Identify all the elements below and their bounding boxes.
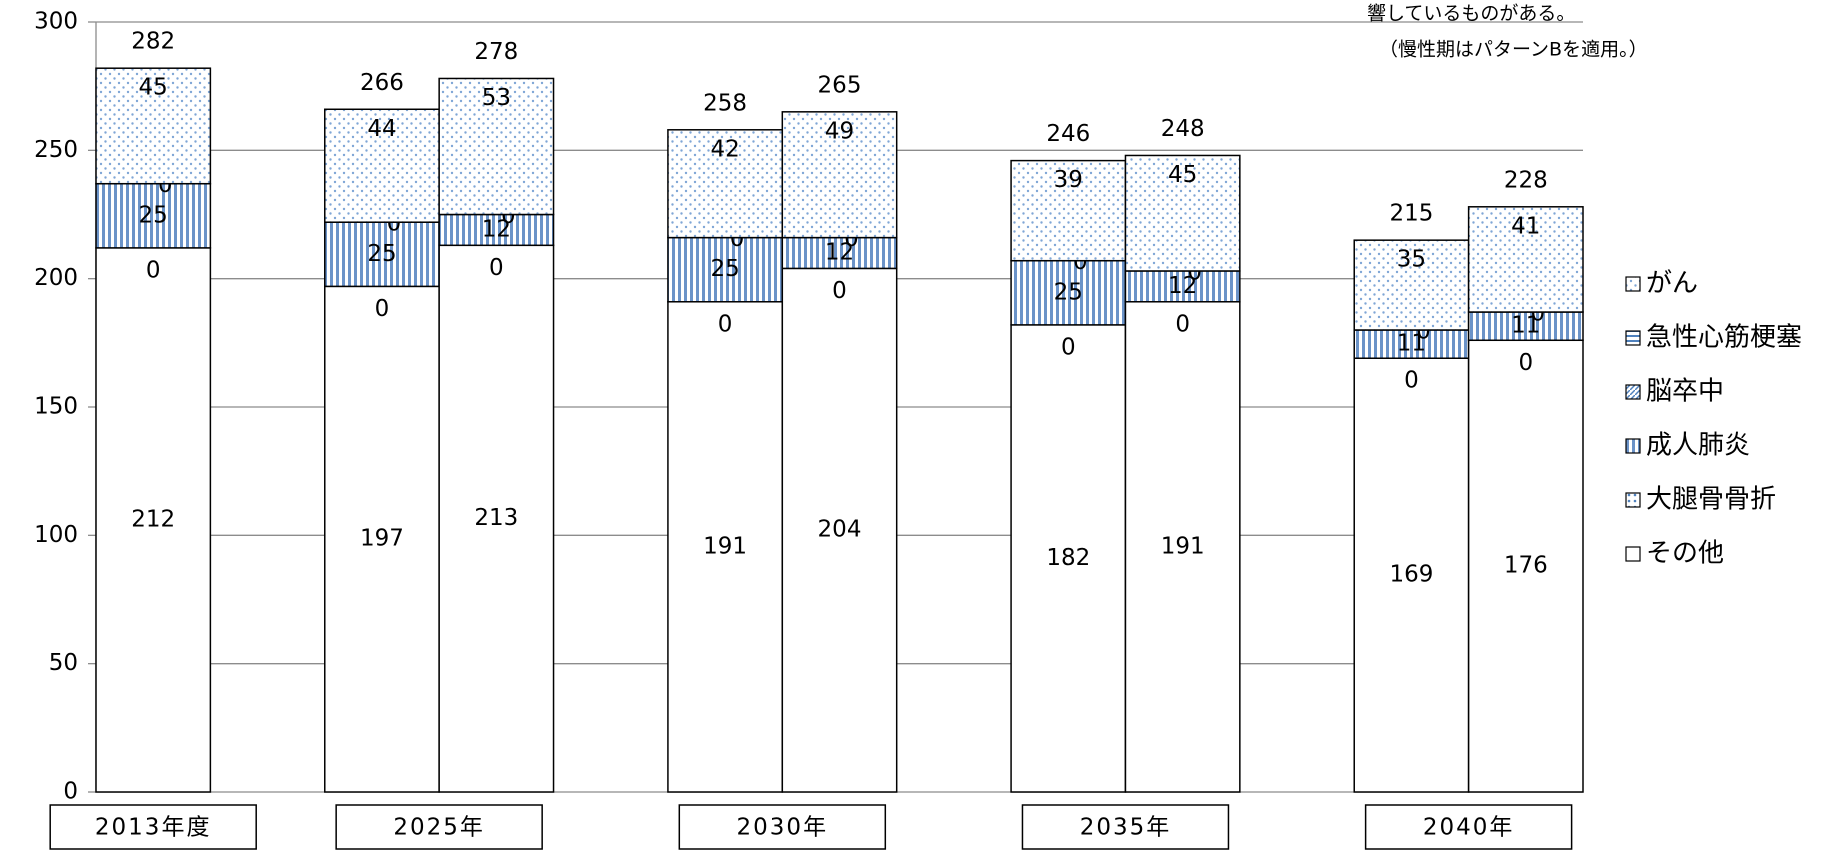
value-label: 45 (139, 75, 168, 101)
legend-text: 成人肺炎 (1646, 431, 1750, 461)
value-label: 25 (1054, 279, 1083, 305)
value-label: 191 (1161, 533, 1205, 559)
annotation: 響しているものがある。 (1367, 3, 1575, 25)
value-label: 0 (1404, 368, 1419, 394)
bar-segment (1124, 270, 1241, 303)
group-label: 2035年 (1080, 815, 1172, 841)
legend-swatch (1625, 276, 1641, 292)
value-label: 11 (1511, 313, 1540, 339)
bar-segment (1124, 154, 1241, 272)
group-label: 2040年 (1423, 815, 1515, 841)
bar-segment (324, 285, 440, 793)
bar-segment (95, 182, 212, 249)
value-label: 191 (703, 533, 747, 559)
bar-segment (95, 247, 212, 793)
legend-text: その他 (1646, 539, 1724, 569)
bar-segment (95, 67, 212, 185)
value-label: 12 (1168, 273, 1197, 299)
value-label: 0 (375, 296, 390, 322)
y-tick-label: 100 (34, 522, 78, 548)
legend-text: がん (1646, 269, 1698, 299)
bar-segment (1467, 206, 1584, 313)
total-label: 228 (1504, 167, 1548, 193)
value-label: 12 (825, 240, 854, 266)
total-label: 258 (703, 90, 747, 116)
bar-segment (781, 236, 898, 270)
value-label: 213 (474, 505, 518, 531)
total-label: 215 (1389, 201, 1433, 227)
annotation: （慢性期はパターンBを適用。） (1379, 39, 1648, 61)
group-label-box (49, 804, 257, 850)
bar-segment (438, 77, 555, 216)
bar-segment (1353, 329, 1470, 359)
bar-segment (438, 244, 555, 793)
value-label: 41 (1511, 213, 1540, 239)
value-label: 44 (367, 116, 396, 142)
group-label-box (335, 804, 543, 850)
value-label: 0 (1061, 334, 1076, 360)
bar-segment (1353, 357, 1470, 793)
y-tick-label: 50 (49, 650, 78, 676)
value-label: 0 (718, 311, 733, 337)
value-label: 0 (832, 278, 847, 304)
value-label: 11 (1397, 331, 1426, 357)
legend-swatch (1625, 546, 1641, 562)
value-label: 42 (710, 136, 739, 162)
value-label: 35 (1397, 247, 1426, 273)
y-tick-label: 150 (34, 394, 78, 420)
total-label: 282 (131, 29, 175, 55)
group-label: 2025年 (393, 815, 485, 841)
legend-text: 急性心筋梗塞 (1646, 323, 1802, 353)
total-label: 278 (474, 39, 518, 65)
value-label: 0 (1518, 350, 1533, 376)
y-tick-label: 200 (34, 265, 78, 291)
value-label: 169 (1389, 562, 1433, 588)
value-label: 12 (482, 216, 511, 242)
legend-swatch (1625, 438, 1641, 454)
value-label: 176 (1504, 553, 1548, 579)
value-label: 197 (360, 526, 404, 552)
legend-text: 脳卒中 (1646, 377, 1724, 407)
group-label-box (1364, 804, 1573, 850)
total-label: 248 (1161, 116, 1205, 142)
y-tick-label: 0 (63, 779, 78, 805)
value-label: 0 (489, 255, 504, 281)
legend-swatch (1625, 492, 1641, 508)
bar-segment (324, 221, 440, 288)
bar-segment (781, 267, 898, 793)
value-label: 45 (1168, 162, 1197, 188)
value-label: 0 (1175, 311, 1190, 337)
value-label: 25 (710, 256, 739, 282)
value-label: 212 (131, 506, 175, 532)
value-label: 49 (825, 118, 854, 144)
value-label: 204 (818, 517, 862, 543)
bar-segment (667, 129, 784, 239)
bar-segment (1010, 159, 1127, 262)
bar-segment (324, 108, 440, 223)
legend-swatch (1625, 384, 1641, 400)
total-label: 266 (360, 70, 404, 96)
bar-segment (781, 111, 898, 239)
total-label: 246 (1046, 121, 1090, 147)
bar-segment (667, 301, 784, 793)
group-label: 2030年 (737, 815, 829, 841)
value-label: 25 (367, 241, 396, 267)
total-label: 265 (818, 72, 862, 98)
legend-text: 大腿骨骨折 (1646, 485, 1776, 515)
bar-segment (1124, 301, 1241, 793)
group-label-box (1021, 804, 1230, 850)
y-tick-label: 250 (34, 137, 78, 163)
value-label: 53 (482, 85, 511, 111)
value-label: 25 (139, 202, 168, 228)
y-tick-label: 300 (34, 9, 78, 35)
group-label: 2013年度 (95, 815, 212, 841)
legend-swatch (1625, 330, 1641, 346)
value-label: 0 (146, 257, 161, 283)
value-label: 39 (1054, 167, 1083, 193)
bar-segment (1467, 339, 1584, 793)
group-label-box (678, 804, 887, 850)
value-label: 182 (1046, 545, 1090, 571)
